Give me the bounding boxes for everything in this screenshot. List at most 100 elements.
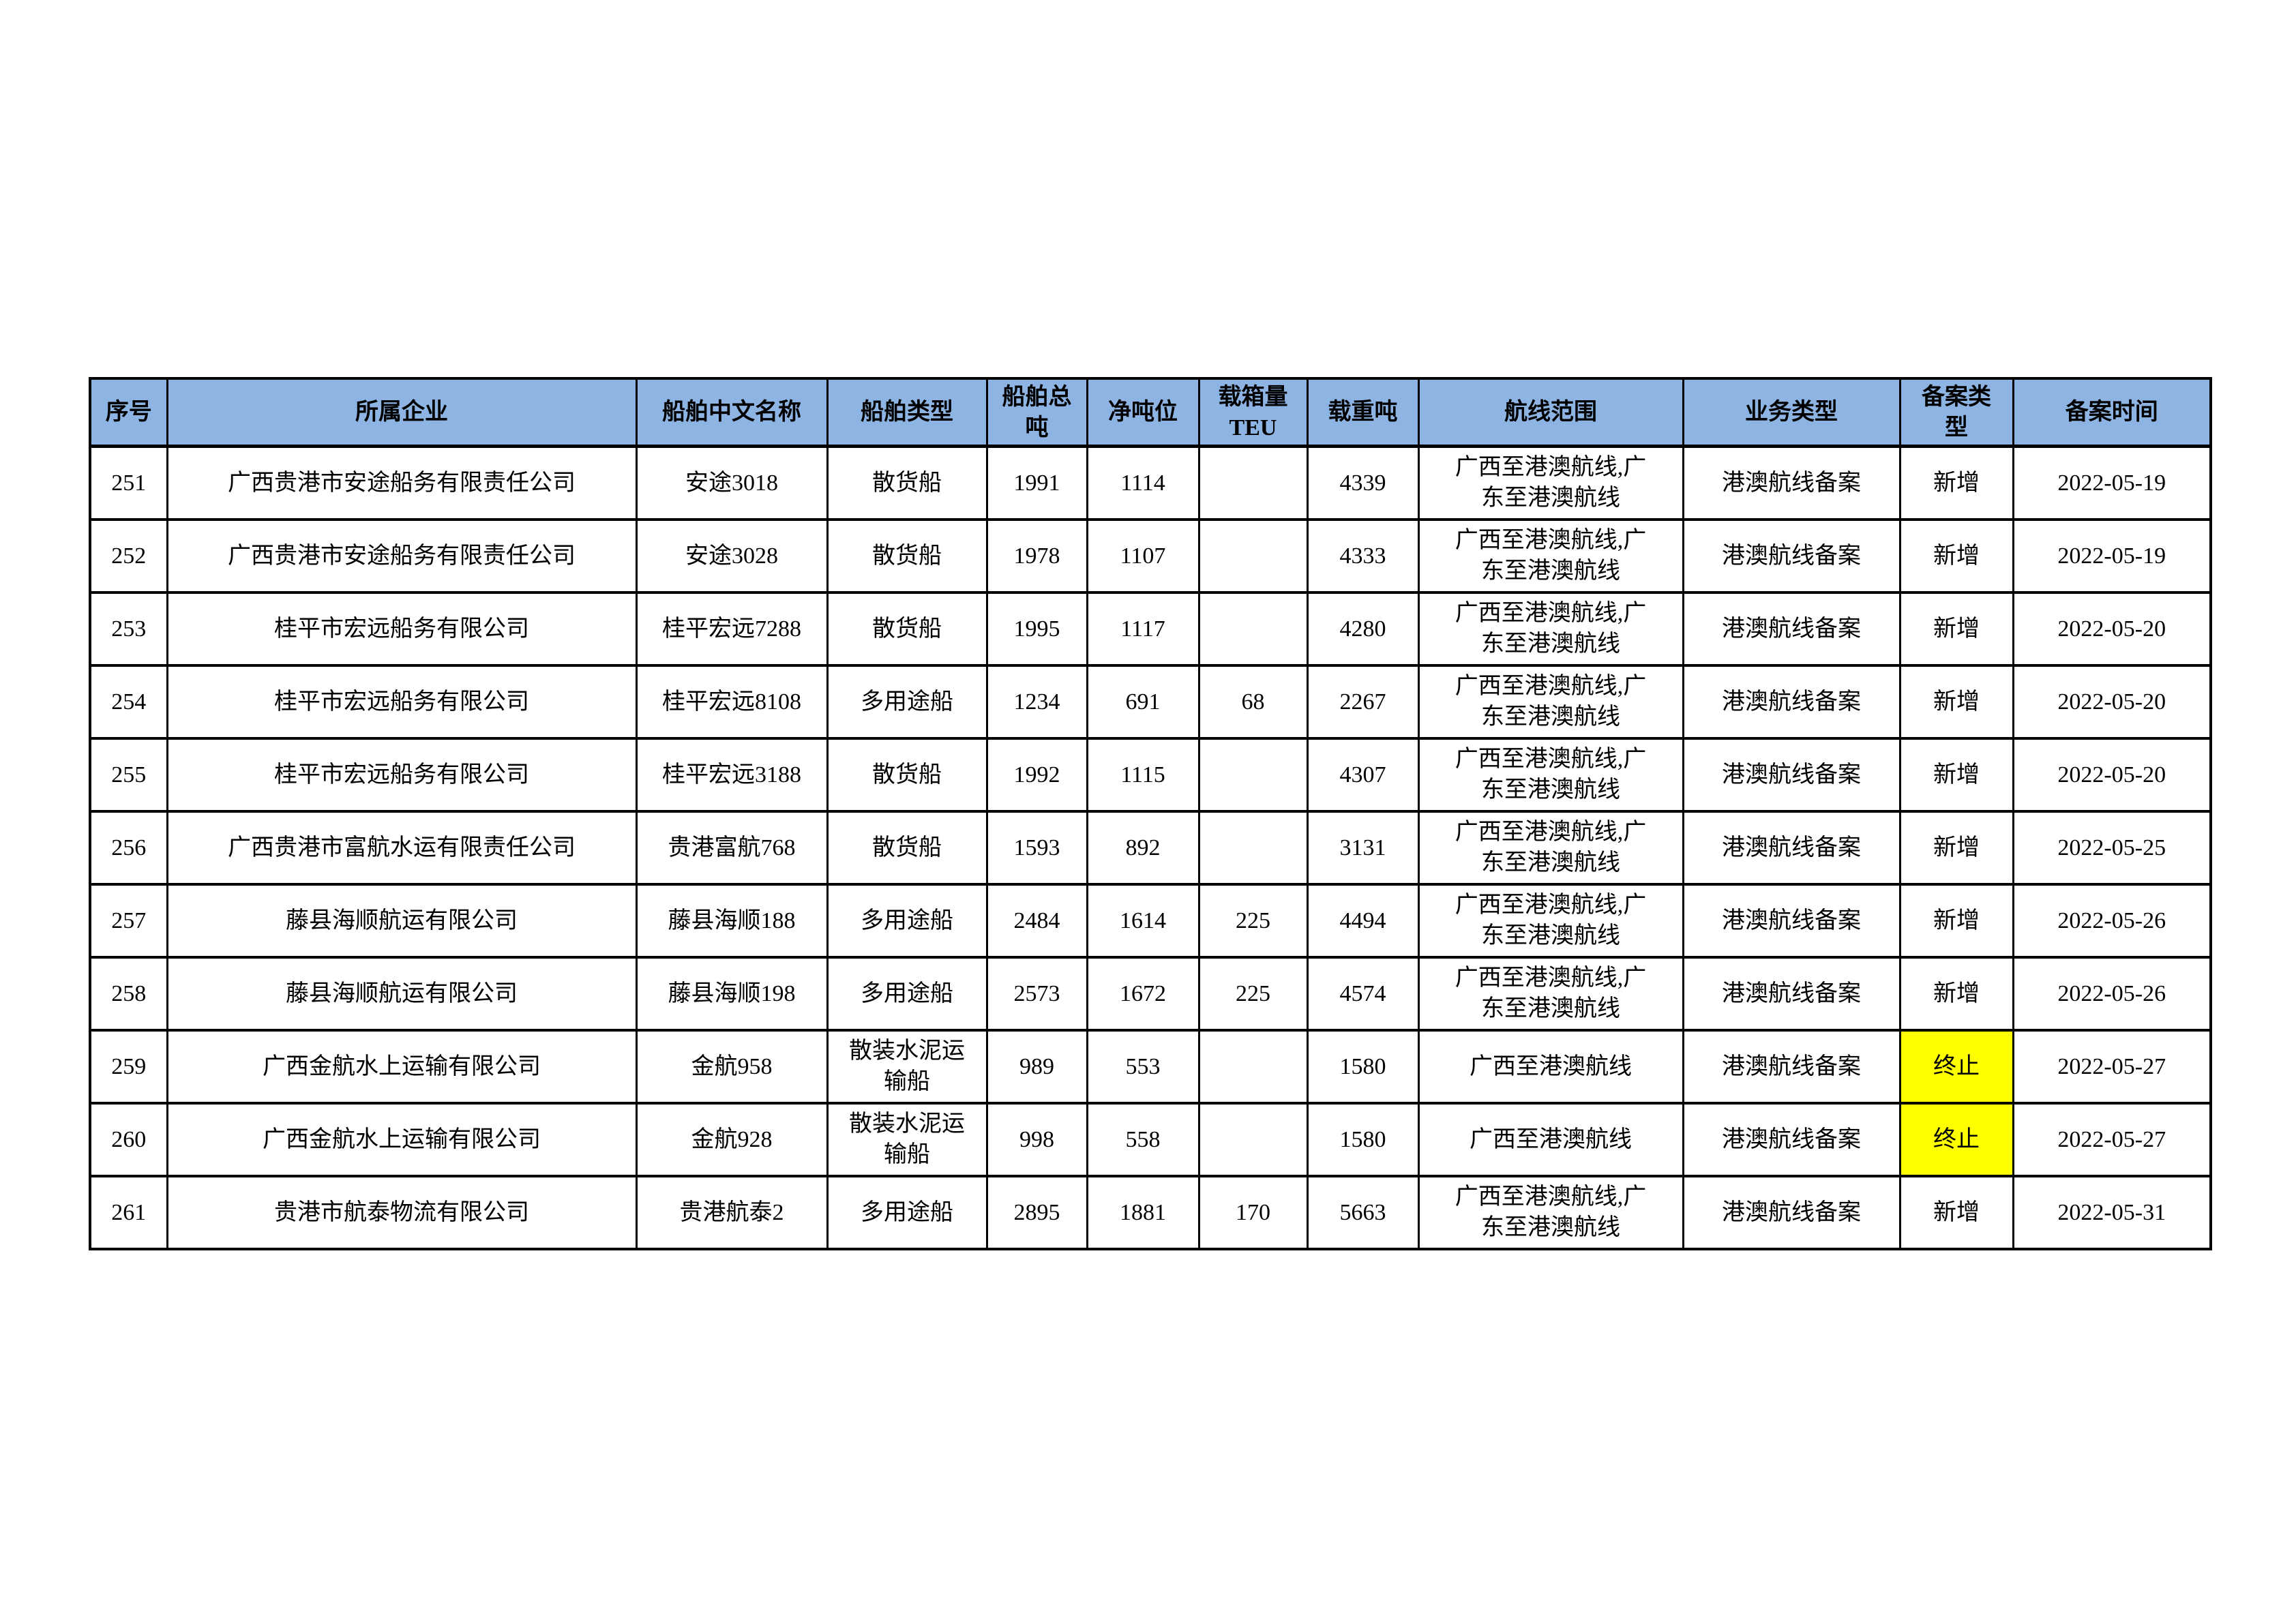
cell-business-type: 港澳航线备案	[1682, 663, 1901, 740]
cell-company: 桂平市宏远船务有限公司	[166, 590, 638, 667]
table-row: 251 广西贵港市安途船务有限责任公司 安途3018 散货船 1991 1114 4339 广…	[89, 445, 2212, 521]
cell-deadweight: 4339	[1306, 445, 1420, 521]
cell-deadweight: 4574	[1306, 955, 1420, 1032]
cell-business-type: 港澳航线备案	[1682, 809, 1901, 886]
cell-index: 254	[89, 663, 168, 740]
cell-gross-tonnage: 2573	[985, 955, 1088, 1032]
cell-filing-date: 2022-05-20	[2012, 590, 2212, 667]
cell-route-range: 广西至港澳航线	[1417, 1028, 1684, 1105]
cell-gross-tonnage: 1995	[985, 590, 1088, 667]
cell-business-type: 港澳航线备案	[1682, 517, 1901, 594]
cell-gross-tonnage: 1234	[985, 663, 1088, 740]
cell-company: 贵港市航泰物流有限公司	[166, 1174, 638, 1250]
cell-filing-date: 2022-05-20	[2012, 663, 2212, 740]
table-row: 259 广西金航水上运输有限公司 金航958 散装水泥运输船 989 553 1580 广西至…	[89, 1028, 2212, 1105]
cell-company: 广西金航水上运输有限公司	[166, 1101, 638, 1177]
cell-company: 藤县海顺航运有限公司	[166, 882, 638, 959]
cell-ship-name: 贵港航泰2	[635, 1174, 829, 1250]
cell-deadweight: 4494	[1306, 882, 1420, 959]
cell-route-range: 广西至港澳航线	[1417, 1101, 1684, 1177]
cell-company: 藤县海顺航运有限公司	[166, 955, 638, 1032]
cell-gross-tonnage: 1991	[985, 445, 1088, 521]
cell-deadweight: 1580	[1306, 1101, 1420, 1177]
cell-gross-tonnage: 1593	[985, 809, 1088, 886]
cell-ship-type: 散货船	[826, 517, 988, 594]
cell-filing-date: 2022-05-25	[2012, 809, 2212, 886]
cell-ship-name: 藤县海顺188	[635, 882, 829, 959]
cell-filing-date: 2022-05-19	[2012, 445, 2212, 521]
cell-deadweight: 1580	[1306, 1028, 1420, 1105]
cell-filing-type: 新增	[1898, 1174, 2014, 1250]
cell-net-tonnage: 553	[1086, 1028, 1200, 1105]
ship-filing-table: 序号 所属企业 船舶中文名称 船舶类型 船舶总吨 净吨位 载箱量TEU 载重吨 …	[89, 377, 2212, 1250]
cell-teu	[1197, 445, 1309, 521]
cell-route-range: 广西至港澳航线,广东至港澳航线	[1417, 882, 1684, 959]
cell-teu	[1197, 809, 1309, 886]
cell-filing-type: 新增	[1898, 882, 2014, 959]
cell-filing-type: 新增	[1898, 445, 2014, 521]
cell-net-tonnage: 1614	[1086, 882, 1200, 959]
cell-filing-date: 2022-05-27	[2012, 1028, 2212, 1105]
column-header-deadweight: 载重吨	[1306, 377, 1420, 448]
cell-deadweight: 3131	[1306, 809, 1420, 886]
cell-filing-date: 2022-05-26	[2012, 882, 2212, 959]
cell-route-range: 广西至港澳航线,广东至港澳航线	[1417, 955, 1684, 1032]
cell-gross-tonnage: 1978	[985, 517, 1088, 594]
table-row: 257 藤县海顺航运有限公司 藤县海顺188 多用途船 2484 1614 225 4494 广…	[89, 882, 2212, 959]
cell-filing-date: 2022-05-27	[2012, 1101, 2212, 1177]
cell-index: 259	[89, 1028, 168, 1105]
table-row: 254 桂平市宏远船务有限公司 桂平宏远8108 多用途船 1234 691 68 2267 广…	[89, 663, 2212, 740]
cell-teu: 170	[1197, 1174, 1309, 1250]
cell-ship-type: 散货船	[826, 590, 988, 667]
column-header-filing-date: 备案时间	[2012, 377, 2212, 448]
table-header-row: 序号 所属企业 船舶中文名称 船舶类型 船舶总吨 净吨位 载箱量TEU 载重吨 …	[89, 377, 2212, 448]
cell-ship-type: 散货船	[826, 809, 988, 886]
cell-business-type: 港澳航线备案	[1682, 1174, 1901, 1250]
cell-company: 广西金航水上运输有限公司	[166, 1028, 638, 1105]
cell-index: 261	[89, 1174, 168, 1250]
cell-teu	[1197, 1028, 1309, 1105]
column-header-teu: 载箱量TEU	[1197, 377, 1309, 448]
cell-gross-tonnage: 989	[985, 1028, 1088, 1105]
cell-filing-type: 新增	[1898, 736, 2014, 813]
cell-ship-type: 多用途船	[826, 955, 988, 1032]
cell-filing-date: 2022-05-31	[2012, 1174, 2212, 1250]
cell-deadweight: 4307	[1306, 736, 1420, 813]
cell-filing-type: 终止	[1898, 1028, 2014, 1105]
cell-ship-type: 散装水泥运输船	[826, 1101, 988, 1177]
cell-gross-tonnage: 1992	[985, 736, 1088, 813]
column-header-company: 所属企业	[166, 377, 638, 448]
cell-net-tonnage: 1672	[1086, 955, 1200, 1032]
cell-filing-type: 新增	[1898, 809, 2014, 886]
cell-index: 253	[89, 590, 168, 667]
column-header-ship-type: 船舶类型	[826, 377, 988, 448]
column-header-index: 序号	[89, 377, 168, 448]
cell-teu: 225	[1197, 882, 1309, 959]
cell-net-tonnage: 1117	[1086, 590, 1200, 667]
cell-ship-name: 安途3018	[635, 445, 829, 521]
cell-business-type: 港澳航线备案	[1682, 445, 1901, 521]
column-header-filing-type: 备案类型	[1898, 377, 2014, 448]
cell-filing-type: 新增	[1898, 955, 2014, 1032]
cell-company: 广西贵港市富航水运有限责任公司	[166, 809, 638, 886]
cell-ship-name: 贵港富航768	[635, 809, 829, 886]
cell-route-range: 广西至港澳航线,广东至港澳航线	[1417, 663, 1684, 740]
cell-gross-tonnage: 998	[985, 1101, 1088, 1177]
cell-ship-type: 多用途船	[826, 663, 988, 740]
cell-route-range: 广西至港澳航线,广东至港澳航线	[1417, 736, 1684, 813]
cell-index: 255	[89, 736, 168, 813]
cell-index: 251	[89, 445, 168, 521]
document-page: 序号 所属企业 船舶中文名称 船舶类型 船舶总吨 净吨位 载箱量TEU 载重吨 …	[89, 377, 2212, 1250]
cell-company: 桂平市宏远船务有限公司	[166, 736, 638, 813]
cell-deadweight: 2267	[1306, 663, 1420, 740]
cell-company: 广西贵港市安途船务有限责任公司	[166, 445, 638, 521]
cell-gross-tonnage: 2484	[985, 882, 1088, 959]
cell-company: 桂平市宏远船务有限公司	[166, 663, 638, 740]
cell-net-tonnage: 691	[1086, 663, 1200, 740]
cell-ship-type: 多用途船	[826, 1174, 988, 1250]
cell-ship-name: 桂平宏远3188	[635, 736, 829, 813]
cell-filing-type: 新增	[1898, 663, 2014, 740]
cell-deadweight: 4333	[1306, 517, 1420, 594]
column-header-gross-tonnage: 船舶总吨	[985, 377, 1088, 448]
cell-index: 260	[89, 1101, 168, 1177]
